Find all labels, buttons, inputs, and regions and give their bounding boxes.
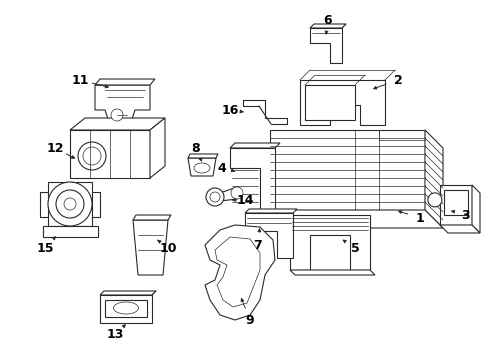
Text: 14: 14 [236, 194, 253, 207]
Circle shape [64, 198, 76, 210]
Polygon shape [244, 209, 296, 213]
Text: 5: 5 [350, 242, 359, 255]
Polygon shape [289, 270, 374, 275]
Polygon shape [309, 28, 341, 63]
Text: 2: 2 [393, 73, 402, 86]
Polygon shape [299, 80, 384, 125]
Polygon shape [269, 130, 424, 210]
Text: 3: 3 [461, 208, 469, 221]
Circle shape [209, 192, 220, 202]
Polygon shape [70, 118, 164, 130]
Polygon shape [215, 237, 260, 307]
Text: 12: 12 [46, 141, 63, 154]
Polygon shape [100, 295, 152, 323]
Polygon shape [187, 158, 216, 176]
Polygon shape [105, 300, 147, 317]
Polygon shape [229, 143, 280, 148]
Polygon shape [133, 215, 171, 220]
Polygon shape [289, 215, 369, 270]
Polygon shape [43, 226, 98, 237]
Text: 7: 7 [253, 239, 262, 252]
Polygon shape [471, 185, 479, 233]
Polygon shape [95, 79, 155, 85]
Polygon shape [443, 190, 467, 215]
Text: 1: 1 [415, 212, 424, 225]
Polygon shape [220, 187, 237, 201]
Text: 11: 11 [71, 73, 88, 86]
Polygon shape [309, 24, 346, 28]
Polygon shape [305, 85, 354, 120]
Polygon shape [424, 130, 442, 228]
Polygon shape [244, 213, 292, 258]
Circle shape [205, 188, 224, 206]
Circle shape [427, 193, 441, 207]
Text: 4: 4 [217, 162, 226, 175]
Text: 10: 10 [159, 242, 176, 255]
Circle shape [56, 190, 84, 218]
Polygon shape [204, 225, 274, 320]
Polygon shape [95, 85, 150, 125]
Polygon shape [40, 192, 48, 217]
Polygon shape [133, 220, 168, 275]
Polygon shape [269, 210, 442, 228]
Text: 13: 13 [106, 328, 123, 342]
Text: 16: 16 [221, 104, 238, 117]
Text: 9: 9 [245, 314, 254, 327]
Polygon shape [229, 148, 274, 213]
Text: 6: 6 [323, 14, 332, 27]
Polygon shape [100, 291, 156, 295]
Polygon shape [150, 118, 164, 178]
Polygon shape [70, 130, 150, 178]
Circle shape [48, 182, 92, 226]
Text: 8: 8 [191, 141, 200, 154]
Polygon shape [92, 192, 100, 217]
Polygon shape [439, 185, 471, 225]
Polygon shape [187, 154, 218, 158]
Polygon shape [439, 225, 479, 233]
Circle shape [230, 187, 243, 199]
Circle shape [111, 109, 123, 121]
Text: 15: 15 [36, 242, 54, 255]
